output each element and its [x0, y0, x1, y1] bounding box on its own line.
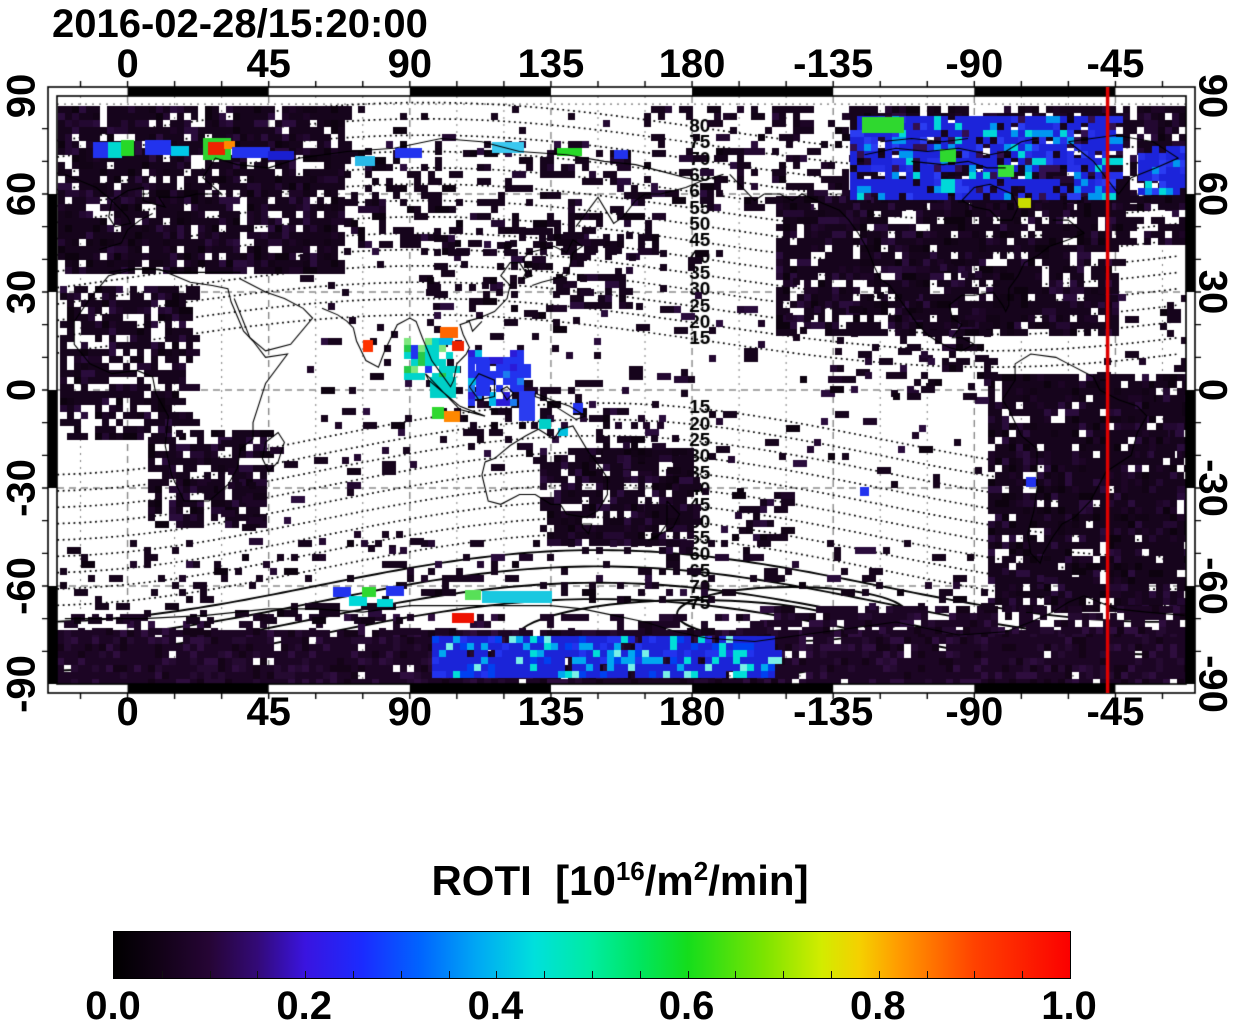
bottom-lon-label--135: -135: [793, 690, 874, 734]
top-lon-label--135: -135: [793, 42, 874, 86]
colorbar-minor-tick: [639, 971, 641, 978]
top-lon-label--90: -90: [945, 42, 1004, 86]
colorbar-minor-tick: [878, 971, 880, 978]
top-lon-label-180: 180: [658, 42, 726, 86]
right-lat-label--30: -30: [1190, 459, 1235, 517]
right-lat-label-60: 60: [1190, 171, 1235, 217]
colorbar-minor-tick: [1022, 971, 1024, 978]
top-lon-label-135: 135: [517, 42, 585, 86]
right-lat-label--60: -60: [1190, 557, 1235, 615]
left-lat-label-30: 30: [0, 269, 44, 315]
colorbar-tick-label-1.0: 1.0: [1041, 984, 1097, 1024]
colorbar-minor-tick: [544, 971, 546, 978]
right-lat-label--90: -90: [1190, 655, 1235, 713]
colorbar-title-suffix: /min]: [708, 857, 809, 904]
right-lat-label-90: 90: [1190, 73, 1235, 119]
colorbar-title: ROTI [1016/m2/min]: [431, 856, 808, 905]
left-lat-label-0: 0: [0, 378, 44, 402]
colorbar-minor-tick: [448, 971, 450, 978]
bottom-lon-label-90: 90: [387, 690, 433, 734]
colorbar-tick-label-0.4: 0.4: [467, 984, 524, 1024]
colorbar-minor-tick: [735, 971, 737, 978]
colorbar-minor-tick: [592, 971, 593, 978]
top-lon-label-0: 0: [116, 42, 139, 86]
colorbar-minor-tick: [353, 971, 354, 978]
bottom-lon-label-45: 45: [246, 690, 291, 734]
left-lat-label--60: -60: [0, 557, 44, 615]
colorbar-minor-tick: [687, 971, 689, 978]
timestamp-title: 2016-02-28/15:20:00: [52, 2, 428, 46]
bottom-lon-label-135: 135: [517, 690, 585, 734]
colorbar-minor-tick: [209, 971, 211, 978]
colorbar-minor-tick: [496, 971, 498, 978]
left-lat-label--30: -30: [0, 459, 44, 517]
top-lon-label-90: 90: [387, 42, 433, 86]
colorbar-minor-tick: [257, 971, 259, 978]
bottom-lon-label--45: -45: [1086, 690, 1145, 734]
left-lat-label-60: 60: [0, 171, 44, 217]
colorbar-title-exponent-2: 2: [693, 856, 709, 886]
colorbar-tick-label-0.2: 0.2: [276, 984, 332, 1024]
colorbar-minor-tick: [400, 971, 402, 978]
right-lat-label-30: 30: [1190, 269, 1235, 315]
top-lon-label--45: -45: [1086, 42, 1145, 86]
colorbar-tick-label-0.0: 0.0: [85, 984, 141, 1024]
bottom-lon-label--90: -90: [945, 690, 1004, 734]
colorbar-title-mid: /m: [644, 857, 694, 904]
left-lat-label-90: 90: [0, 73, 44, 119]
colorbar-minor-tick: [783, 971, 785, 978]
colorbar-minor-tick: [305, 971, 307, 978]
right-lat-label-0: 0: [1190, 378, 1235, 402]
colorbar-minor-tick: [926, 971, 928, 978]
colorbar-title-prefix: ROTI [10: [431, 857, 616, 904]
colorbar-tick-label-0.6: 0.6: [658, 984, 715, 1024]
left-lat-label--90: -90: [0, 655, 44, 713]
colorbar-minor-tick: [831, 971, 832, 978]
colorbar-tick-label-0.8: 0.8: [849, 984, 906, 1024]
colorbar-minor-tick: [974, 971, 976, 978]
top-lon-label-45: 45: [246, 42, 291, 86]
bottom-lon-label-0: 0: [116, 690, 139, 734]
bottom-lon-label-180: 180: [658, 690, 726, 734]
colorbar-title-exponent-16: 16: [615, 856, 645, 886]
colorbar-gradient: [113, 931, 1071, 979]
colorbar-minor-tick: [161, 971, 163, 978]
